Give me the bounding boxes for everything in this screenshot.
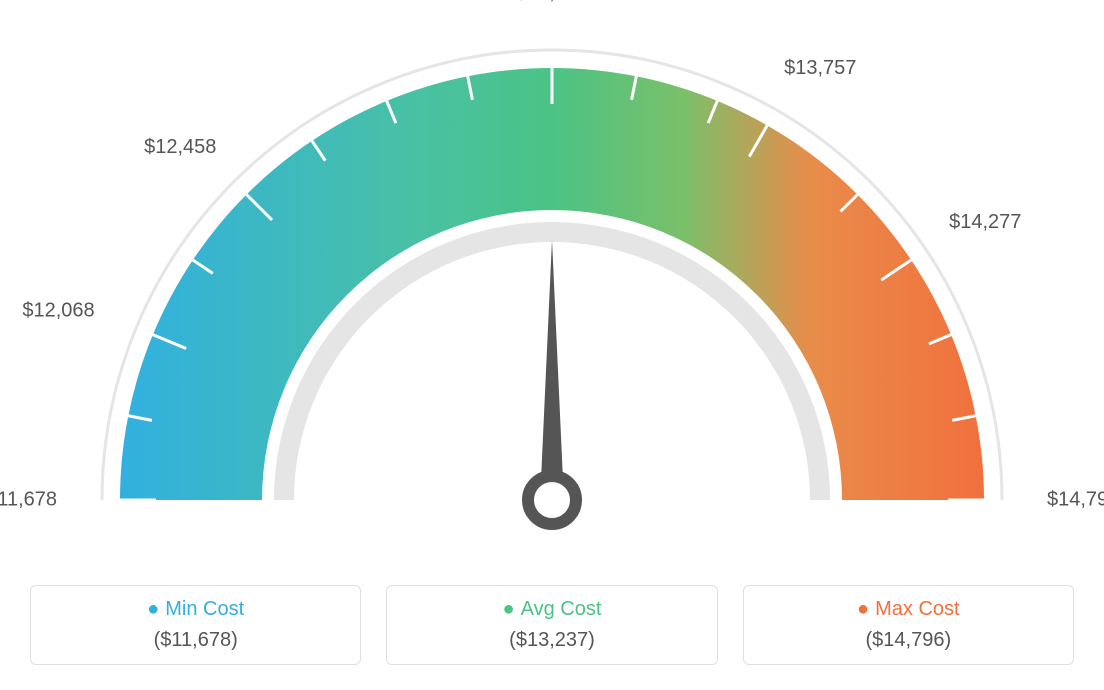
legend-value-max: ($14,796): [866, 629, 952, 652]
gauge-needle: [541, 240, 563, 480]
legend-card-min: Min Cost ($11,678): [30, 585, 361, 665]
scale-label: $14,277: [949, 211, 1021, 234]
scale-label: $13,237: [516, 0, 588, 5]
legend-row: Min Cost ($11,678) Avg Cost ($13,237) Max Co…: [0, 570, 1104, 690]
cost-gauge-widget: $11,678 $12,068 $12,458 $13,237 $13,757 $14,2…: [0, 0, 1104, 690]
legend-title-avg: Avg Cost: [503, 598, 602, 621]
gauge-chart: $11,678 $12,068 $12,458 $13,237 $13,757 $14,2…: [0, 0, 1104, 550]
scale-label: $12,458: [144, 136, 216, 159]
legend-value-min: ($11,678): [154, 629, 238, 652]
scale-label: $11,678: [0, 489, 57, 512]
scale-label: $13,757: [784, 57, 856, 80]
needle-hub: [528, 476, 576, 524]
scale-label: $14,796: [1047, 489, 1104, 512]
legend-value-avg: ($13,237): [509, 629, 595, 652]
legend-title-max: Max Cost: [857, 598, 960, 621]
legend-card-avg: Avg Cost ($13,237): [386, 585, 717, 665]
legend-card-max: Max Cost ($14,796): [743, 585, 1074, 665]
scale-label: $12,068: [22, 299, 94, 322]
legend-title-min: Min Cost: [147, 598, 244, 621]
